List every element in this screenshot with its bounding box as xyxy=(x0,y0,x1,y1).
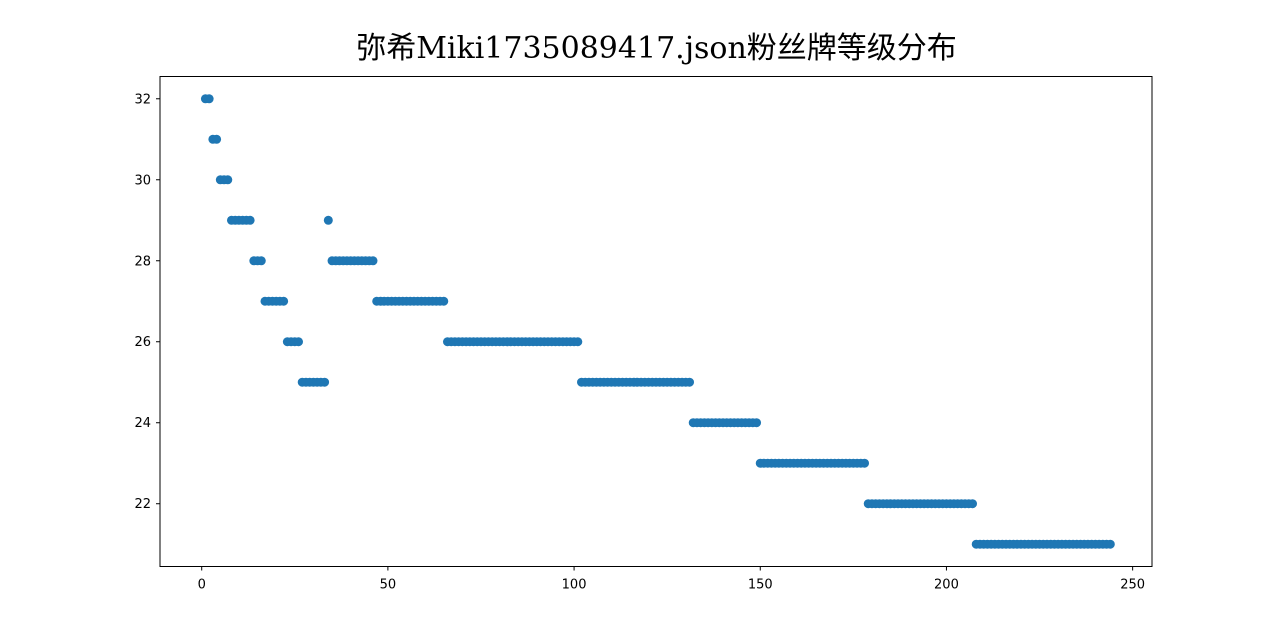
data-point xyxy=(439,296,449,306)
plot-frame xyxy=(159,76,1153,567)
data-point xyxy=(256,256,266,266)
x-tick-label: 50 xyxy=(380,578,397,593)
y-tick-label: 32 xyxy=(134,92,151,107)
data-point xyxy=(685,377,695,387)
data-point xyxy=(368,256,378,266)
data-point xyxy=(752,418,762,428)
y-tick-label: 26 xyxy=(134,335,151,350)
x-axis: 0 50 100 150 200 250 xyxy=(198,566,1145,593)
y-tick-label: 24 xyxy=(134,416,151,431)
x-tick-label: 0 xyxy=(198,578,206,593)
data-point xyxy=(320,377,330,387)
y-tick-label: 30 xyxy=(134,173,151,188)
x-tick-label: 200 xyxy=(934,578,959,593)
data-point xyxy=(204,94,214,104)
data-point xyxy=(968,499,978,509)
data-point xyxy=(245,215,255,225)
x-tick-label: 250 xyxy=(1120,578,1145,593)
data-points xyxy=(200,94,1115,549)
y-tick-label: 28 xyxy=(134,254,151,269)
y-axis: 22 24 26 28 30 32 xyxy=(134,92,160,512)
data-point xyxy=(323,215,333,225)
data-point xyxy=(294,337,304,347)
data-point xyxy=(573,337,583,347)
chart-title: 弥希Miki1735089417.json粉丝牌等级分布 xyxy=(356,31,957,66)
data-point xyxy=(279,296,289,306)
data-point xyxy=(1105,539,1115,549)
data-point xyxy=(223,175,233,185)
data-point xyxy=(212,134,222,144)
x-tick-label: 100 xyxy=(562,578,587,593)
data-point xyxy=(860,458,870,468)
x-tick-label: 150 xyxy=(748,578,773,593)
y-tick-label: 22 xyxy=(134,497,151,512)
